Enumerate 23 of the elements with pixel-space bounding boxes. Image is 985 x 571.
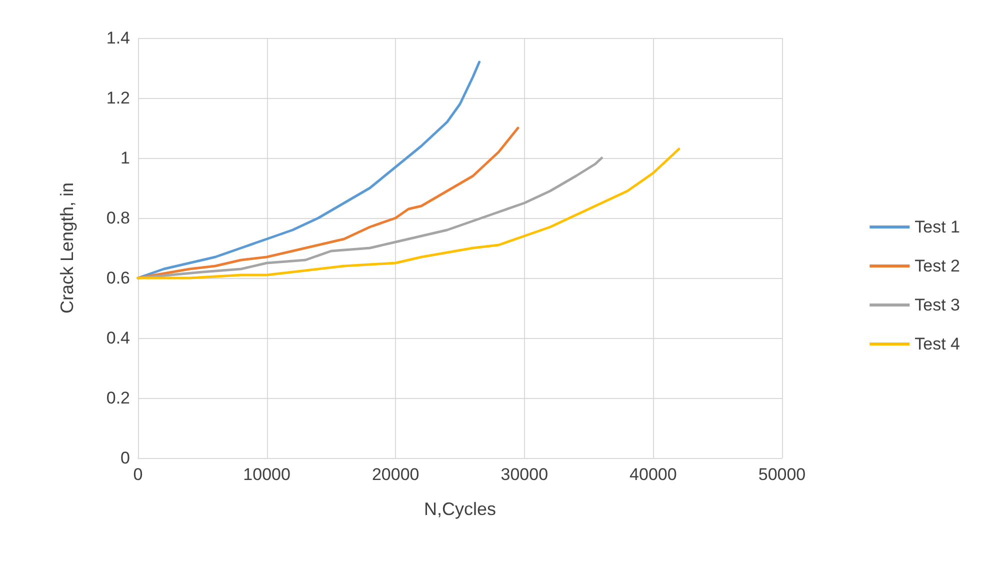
- x-tick-label: 0: [133, 465, 143, 484]
- y-tick-label: 0.8: [106, 208, 130, 228]
- line-series: [136, 60, 481, 280]
- x-tick-label: 10000: [243, 465, 290, 484]
- y-tick-label: 1: [120, 148, 130, 168]
- line-series: [136, 148, 680, 280]
- legend-label: Test 3: [914, 296, 960, 314]
- line-series: [136, 156, 603, 280]
- y-axis-title: Crack Length, in: [57, 182, 77, 314]
- y-tick-label: 1.2: [106, 88, 130, 108]
- y-tick-label: 1.4: [106, 28, 130, 48]
- legend-label: Test 1: [914, 218, 960, 236]
- x-tick-label: 30000: [500, 465, 548, 484]
- y-tick-label: 0.2: [106, 388, 130, 408]
- y-tick-label: 0: [120, 448, 130, 468]
- legend-label: Test 2: [914, 256, 960, 276]
- legend-label: Test 4: [914, 334, 960, 354]
- x-axis-title: N,Cycles: [424, 499, 496, 519]
- x-tick-label: 20000: [372, 465, 420, 484]
- y-tick-label: 0.4: [106, 328, 130, 348]
- x-tick-label: 50000: [758, 465, 806, 484]
- y-tick-label: 0.6: [106, 268, 130, 288]
- x-tick-label: 40000: [630, 465, 677, 484]
